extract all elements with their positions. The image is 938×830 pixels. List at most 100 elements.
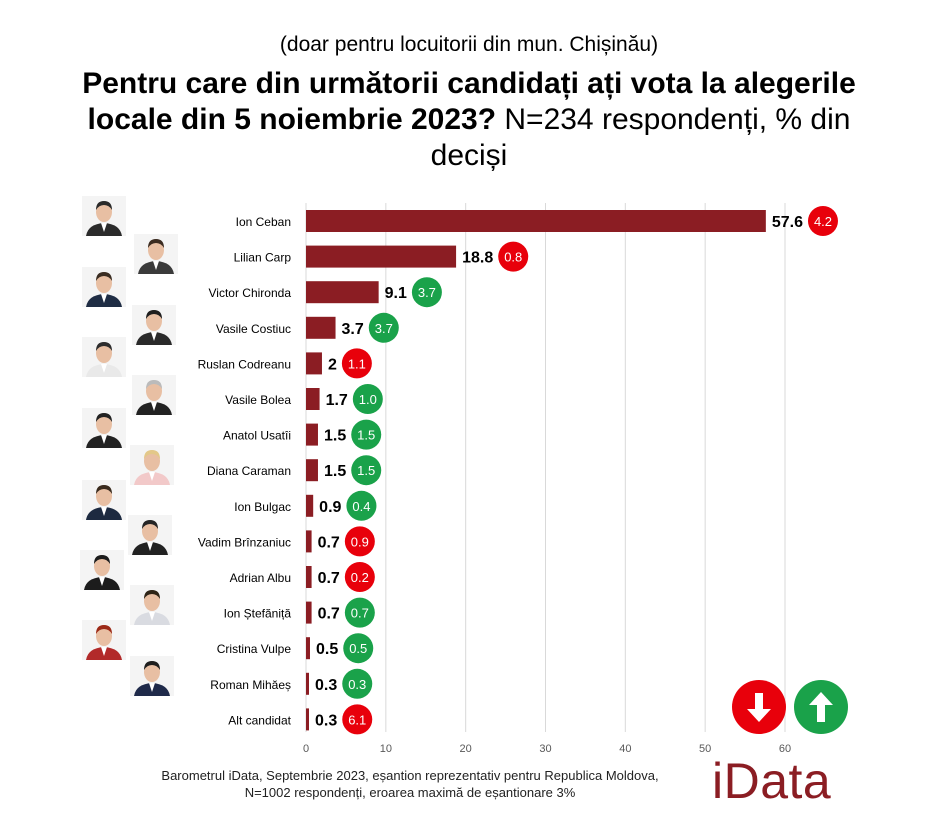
chart-subtitle: (doar pentru locuitorii din mun. Chișină… (279, 33, 659, 56)
bar (306, 210, 766, 232)
value-label: 1.7 (326, 392, 348, 409)
change-label: 3.7 (418, 285, 436, 300)
bar (306, 459, 318, 482)
category-label: Ion Bulgac (234, 500, 291, 514)
source-line-1: Barometrul iData, Septembrie 2023, eșant… (161, 768, 659, 783)
category-label: Adrian Albu (230, 571, 291, 585)
bar (306, 637, 310, 660)
bar (306, 494, 314, 517)
category-label: Vadim Brînzaniuc (198, 535, 291, 549)
change-badge (498, 241, 529, 272)
idata-logo: iData (712, 753, 832, 809)
bar (306, 423, 318, 446)
category-label: Lilian Carp (234, 251, 292, 265)
change-label: 6.1 (348, 712, 366, 727)
x-tick-label: 60 (779, 743, 791, 755)
category-label: Vasile Costiuc (216, 322, 291, 336)
change-label: 0.3 (348, 677, 366, 692)
bar (306, 708, 309, 731)
change-badge (807, 206, 838, 236)
value-label: 57.6 (772, 214, 803, 231)
change-label: 0.4 (352, 499, 370, 514)
category-label: Vasile Bolea (225, 393, 291, 407)
category-label: Ion Ceban (236, 215, 291, 229)
value-label: 18.8 (462, 250, 493, 267)
value-label: 0.3 (315, 712, 337, 729)
change-badge (342, 668, 373, 699)
value-label: 1.5 (324, 463, 346, 480)
bar (306, 530, 312, 553)
bar (306, 281, 379, 304)
change-badge (351, 455, 382, 486)
candidate-photo (130, 656, 174, 696)
change-badge (351, 419, 382, 450)
candidate-photo (82, 196, 126, 236)
x-tick-label: 10 (380, 743, 392, 755)
category-label: Victor Chironda (209, 286, 292, 300)
value-label: 1.5 (324, 428, 346, 445)
candidate-photo (82, 480, 126, 520)
category-label: Alt candidat (228, 713, 291, 727)
change-badge (343, 633, 374, 664)
source-line-2: N=1002 respondenți, eroarea maximă de eș… (244, 785, 576, 800)
change-badge (352, 384, 383, 414)
candidate-photo (130, 445, 174, 485)
candidate-photo (132, 305, 176, 345)
bar (306, 245, 457, 268)
candidate-photo (128, 515, 172, 555)
x-tick-label: 0 (303, 743, 309, 755)
change-label: 1.5 (357, 463, 375, 478)
value-label: 0.9 (319, 499, 341, 516)
category-label: Anatol Usatîi (223, 429, 291, 443)
candidate-photo (132, 375, 176, 415)
change-label: 3.7 (375, 321, 393, 336)
chart-title: Pentru care din următorii candidați ați … (60, 66, 878, 174)
change-badge (341, 348, 372, 379)
x-tick-label: 20 (460, 743, 472, 755)
category-label: Diana Caraman (207, 464, 291, 478)
candidate-photo (80, 550, 124, 590)
value-label: 0.7 (318, 606, 340, 623)
arrow-down-icon (732, 680, 786, 734)
x-tick-label: 40 (619, 743, 631, 755)
change-label: 4.2 (814, 214, 832, 229)
x-tick-label: 50 (699, 743, 711, 755)
candidate-photo (134, 234, 178, 274)
x-tick-label: 30 (539, 743, 551, 755)
candidate-photo (82, 408, 126, 448)
change-label: 1.5 (357, 428, 375, 443)
value-label: 0.3 (315, 677, 337, 694)
value-label: 0.7 (318, 534, 340, 551)
bar (306, 352, 322, 375)
value-label: 0.7 (318, 570, 340, 587)
category-label: Cristina Vulpe (217, 642, 292, 656)
change-label: 0.9 (351, 534, 369, 549)
candidate-photo (82, 337, 126, 377)
change-label: 1.1 (348, 356, 366, 371)
category-label: Ruslan Codreanu (198, 357, 291, 371)
source-note: Barometrul iData, Septembrie 2023, eșant… (100, 767, 720, 801)
category-label: Roman Mihăeș (210, 678, 291, 692)
value-label: 9.1 (385, 285, 407, 302)
chart-title-bold: Pentru care din următorii candidați ați … (82, 67, 856, 136)
category-label: Ion Ștefăniță (224, 607, 292, 621)
change-label: 0.7 (351, 606, 369, 621)
value-label: 3.7 (342, 321, 364, 338)
change-badge (411, 277, 442, 308)
candidate-photo (82, 267, 126, 307)
candidate-photo (82, 620, 126, 660)
arrow-up-icon (794, 680, 848, 734)
bar (306, 388, 320, 410)
change-badge (346, 490, 377, 521)
change-label: 0.8 (504, 250, 522, 265)
chart-title-normal: N=234 respondenți, % din deciși (430, 103, 851, 172)
value-label: 0.5 (316, 641, 338, 658)
bar (306, 672, 309, 695)
change-badge (344, 597, 375, 628)
change-badge (342, 704, 373, 735)
change-label: 0.2 (351, 570, 369, 585)
candidate-photo (130, 585, 174, 625)
bar (306, 566, 312, 588)
change-badge (344, 526, 375, 557)
